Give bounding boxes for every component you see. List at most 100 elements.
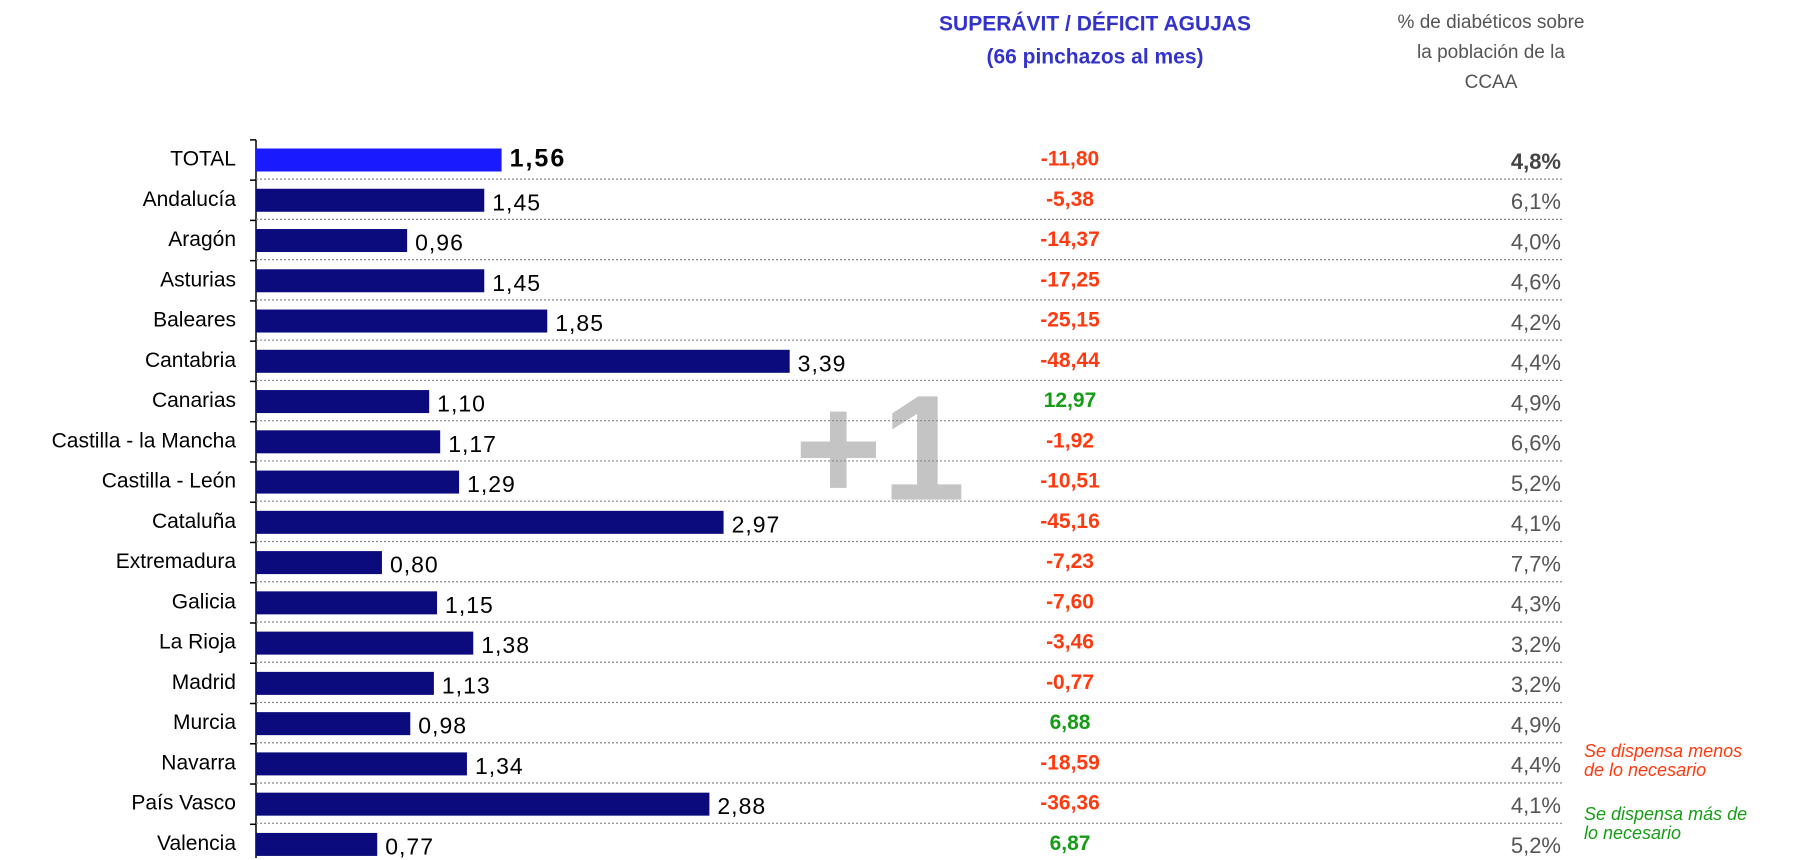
category-label: Madrid <box>172 671 236 694</box>
bar <box>256 510 724 534</box>
balance-value: -7,23 <box>1046 550 1094 573</box>
column-title: % de diabéticos sobre <box>1398 12 1585 33</box>
category-label: Asturias <box>160 268 236 291</box>
share-value: 4,0% <box>1511 229 1561 254</box>
note: de lo necesario <box>1584 760 1706 780</box>
category-label: Valencia <box>157 832 236 855</box>
column-title: la población de la <box>1417 42 1565 63</box>
balance-value: -14,37 <box>1040 228 1100 251</box>
share-value: 3,2% <box>1511 672 1561 697</box>
bar <box>256 792 710 816</box>
bar <box>256 390 430 414</box>
bar <box>256 752 467 776</box>
balance-value: -1,92 <box>1046 429 1094 452</box>
bar <box>256 712 411 736</box>
share-value: 7,7% <box>1511 551 1561 576</box>
bar <box>256 671 434 695</box>
category-label: Aragón <box>168 228 236 251</box>
value-label: 1,17 <box>448 431 497 457</box>
value-label: 1,56 <box>510 145 567 173</box>
value-label: 1,15 <box>445 592 494 618</box>
value-label: 1,34 <box>475 753 524 779</box>
category-label: La Rioja <box>159 631 236 654</box>
balance-value: -3,46 <box>1046 631 1094 654</box>
balance-value: -10,51 <box>1040 470 1100 493</box>
value-label: 0,77 <box>385 833 434 859</box>
bar <box>256 269 485 293</box>
share-value: 4,3% <box>1511 592 1561 617</box>
share-value: 6,6% <box>1511 431 1561 456</box>
bar <box>256 148 502 172</box>
bar <box>256 349 790 373</box>
balance-value: -7,60 <box>1046 590 1094 613</box>
note: Se dispensa menos <box>1584 741 1742 761</box>
category-label: Extremadura <box>116 550 237 573</box>
balance-value: 6,88 <box>1050 711 1091 734</box>
value-label: 1,29 <box>467 471 516 497</box>
balance-value: -45,16 <box>1040 510 1100 533</box>
watermark: +1 <box>794 364 965 532</box>
value-label: 1,38 <box>481 632 530 658</box>
category-label: Baleares <box>153 309 236 332</box>
value-label: 0,98 <box>418 713 467 739</box>
balance-value: -36,36 <box>1040 792 1100 815</box>
balance-value: -17,25 <box>1040 268 1100 291</box>
note: lo necesario <box>1584 823 1681 843</box>
share-value: 4,1% <box>1511 511 1561 536</box>
column-title: CCAA <box>1465 72 1518 93</box>
value-label: 0,96 <box>415 230 464 256</box>
category-label: Castilla - León <box>102 470 236 493</box>
share-value: 6,1% <box>1511 189 1561 214</box>
balance-value: -18,59 <box>1040 751 1100 774</box>
share-value: 4,4% <box>1511 350 1561 375</box>
value-label: 1,85 <box>555 310 604 336</box>
balance-value: -0,77 <box>1046 671 1094 694</box>
bar <box>256 591 438 615</box>
value-label: 2,97 <box>732 511 781 537</box>
share-value: 5,2% <box>1511 471 1561 496</box>
bar <box>256 309 548 333</box>
share-value: 4,1% <box>1511 793 1561 818</box>
share-value: 4,2% <box>1511 310 1561 335</box>
balance-value: 6,87 <box>1050 832 1091 855</box>
share-value: 4,9% <box>1511 712 1561 737</box>
share-value: 3,2% <box>1511 632 1561 657</box>
bar <box>256 430 441 454</box>
balance-value: -11,80 <box>1041 148 1099 171</box>
value-label: 0,80 <box>390 552 439 578</box>
category-label: Cantabria <box>145 349 236 372</box>
bar <box>256 631 474 655</box>
bar <box>256 832 378 856</box>
value-label: 1,45 <box>492 189 541 215</box>
category-label: Castilla - la Mancha <box>52 429 237 452</box>
bar <box>256 229 408 253</box>
category-label: TOTAL <box>170 148 236 171</box>
balance-value: -5,38 <box>1046 188 1094 211</box>
category-label: Murcia <box>173 711 236 734</box>
share-value: 4,6% <box>1511 270 1561 295</box>
value-label: 3,39 <box>798 350 847 376</box>
bar <box>256 551 382 575</box>
category-label: País Vasco <box>131 792 236 815</box>
column-title: SUPERÁVIT / DÉFICIT AGUJAS <box>939 13 1251 36</box>
balance-value: -25,15 <box>1040 309 1100 332</box>
value-label: 1,10 <box>437 391 486 417</box>
bar <box>256 188 485 212</box>
share-value: 4,8% <box>1511 149 1561 174</box>
category-label: Galicia <box>172 590 237 613</box>
category-label: Canarias <box>152 389 236 412</box>
category-label: Cataluña <box>152 510 236 533</box>
value-label: 1,13 <box>442 672 491 698</box>
share-value: 4,9% <box>1511 390 1561 415</box>
value-label: 2,88 <box>717 793 766 819</box>
share-value: 4,4% <box>1511 753 1561 778</box>
bar <box>256 470 460 494</box>
column-title: (66 pinchazos al mes) <box>986 46 1203 69</box>
balance-value: -48,44 <box>1040 349 1100 372</box>
category-label: Navarra <box>161 751 236 774</box>
note: Se dispensa más de <box>1584 804 1747 824</box>
balance-value: 12,97 <box>1044 389 1097 412</box>
share-value: 5,2% <box>1511 833 1561 858</box>
category-label: Andalucía <box>143 188 237 211</box>
